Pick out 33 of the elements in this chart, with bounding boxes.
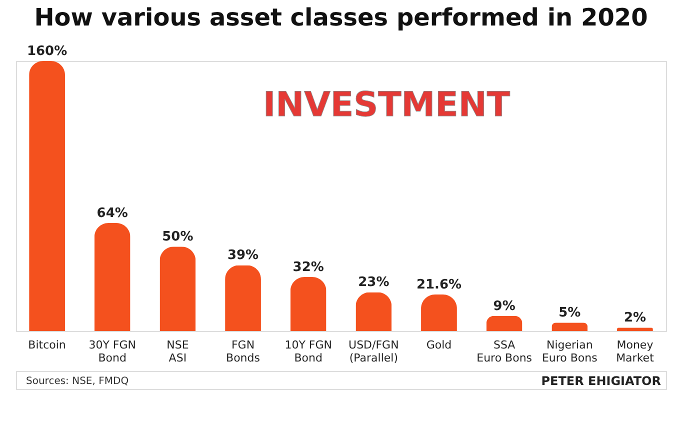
x-tick-label: Nigerian Euro Bons xyxy=(542,338,598,364)
data-label: 64% xyxy=(96,206,128,221)
data-label: 32% xyxy=(292,260,324,275)
x-tick-label: FGN Bonds xyxy=(226,338,260,364)
chart-title: How various asset classes performed in 2020 xyxy=(34,4,648,32)
x-tick-label: USD/FGN (Parallel) xyxy=(348,338,399,364)
bar xyxy=(225,265,261,331)
bar xyxy=(290,277,326,331)
bar xyxy=(356,292,392,331)
bar xyxy=(94,223,130,331)
data-label: 9% xyxy=(493,298,516,314)
data-label: 2% xyxy=(624,310,646,326)
bar xyxy=(552,322,588,331)
bar xyxy=(421,294,457,331)
x-tick-label: Money Market xyxy=(616,338,655,364)
data-label: 21.6% xyxy=(416,278,462,293)
annotation: INVESTMENT xyxy=(262,85,511,125)
x-tick-label: 10Y FGN Bond xyxy=(284,338,332,364)
bar xyxy=(486,316,522,331)
x-tick-label: Gold xyxy=(426,338,452,352)
x-tick-label: Bitcoin xyxy=(28,338,66,352)
x-tick-label: 30Y FGN Bond xyxy=(88,338,136,364)
source-note: Sources: NSE, FMDQ xyxy=(26,376,129,387)
text: PETER EHIGIATOR xyxy=(541,374,661,388)
data-label: 39% xyxy=(227,248,259,264)
x-tick-label: SSA Euro Bons xyxy=(476,338,532,364)
bar xyxy=(29,61,65,331)
data-label: 160% xyxy=(26,44,68,59)
data-label: 5% xyxy=(558,306,581,321)
data-label: 50% xyxy=(162,230,194,245)
data-label: 23% xyxy=(358,275,390,290)
bar xyxy=(160,246,196,331)
x-tick-label: NSE ASI xyxy=(166,338,189,364)
